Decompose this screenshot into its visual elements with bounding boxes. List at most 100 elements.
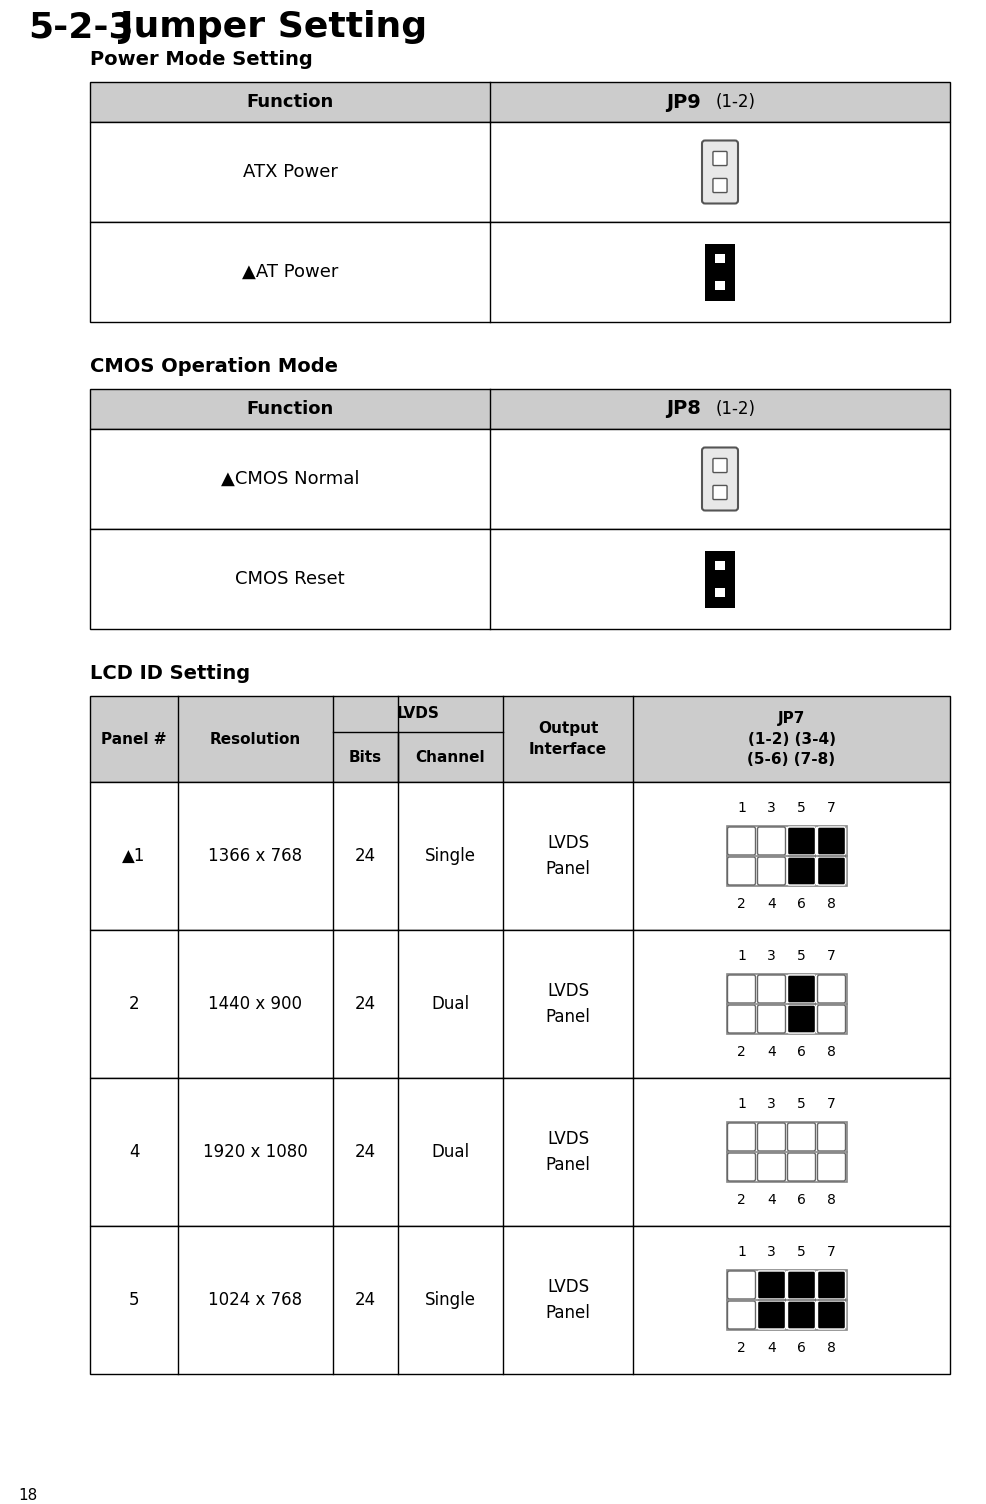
Text: CMOS Reset: CMOS Reset <box>235 570 344 588</box>
Bar <box>704 550 735 608</box>
Text: 2: 2 <box>737 1193 745 1208</box>
Text: 2: 2 <box>737 896 745 911</box>
FancyBboxPatch shape <box>701 448 738 510</box>
FancyBboxPatch shape <box>756 827 785 854</box>
Text: 1: 1 <box>737 949 745 963</box>
Text: 2: 2 <box>737 1342 745 1355</box>
Text: 5: 5 <box>797 1096 805 1111</box>
FancyBboxPatch shape <box>727 1271 754 1299</box>
Text: JP9: JP9 <box>666 93 700 111</box>
Bar <box>90 390 950 429</box>
Text: 1: 1 <box>737 802 745 815</box>
Bar <box>90 1226 950 1375</box>
Bar <box>90 1078 950 1226</box>
Text: 24: 24 <box>355 996 376 1014</box>
Text: 5: 5 <box>797 949 805 963</box>
Bar <box>714 588 724 597</box>
FancyBboxPatch shape <box>727 975 754 1003</box>
Bar <box>704 244 735 301</box>
Text: 4: 4 <box>766 1193 775 1208</box>
Text: 6: 6 <box>797 1045 806 1059</box>
FancyBboxPatch shape <box>816 827 845 854</box>
Text: LVDS
Panel: LVDS Panel <box>545 1130 590 1175</box>
FancyBboxPatch shape <box>727 1154 754 1181</box>
Text: Single: Single <box>425 1290 475 1308</box>
Text: 1366 x 768: 1366 x 768 <box>208 847 303 865</box>
FancyBboxPatch shape <box>756 1271 785 1299</box>
Text: 2: 2 <box>128 996 139 1014</box>
Text: Function: Function <box>246 93 333 111</box>
Text: 8: 8 <box>826 1193 835 1208</box>
FancyBboxPatch shape <box>756 1123 785 1151</box>
FancyBboxPatch shape <box>816 1301 845 1330</box>
Text: 24: 24 <box>355 847 376 865</box>
Text: LVDS: LVDS <box>396 707 439 722</box>
Text: 6: 6 <box>797 1193 806 1208</box>
FancyBboxPatch shape <box>787 1271 814 1299</box>
Text: 6: 6 <box>797 1342 806 1355</box>
Text: 4: 4 <box>766 896 775 911</box>
FancyBboxPatch shape <box>712 486 727 499</box>
FancyBboxPatch shape <box>756 857 785 884</box>
Text: 3: 3 <box>766 802 775 815</box>
Bar <box>90 223 950 322</box>
FancyBboxPatch shape <box>787 1123 814 1151</box>
Text: Channel: Channel <box>415 749 485 764</box>
Text: (1-2): (1-2) <box>715 400 754 418</box>
FancyBboxPatch shape <box>756 1005 785 1033</box>
Text: 1440 x 900: 1440 x 900 <box>208 996 302 1014</box>
Bar <box>714 254 724 263</box>
Text: 4: 4 <box>766 1045 775 1059</box>
Bar <box>726 975 846 1035</box>
Text: 7: 7 <box>826 949 835 963</box>
Text: 7: 7 <box>826 802 835 815</box>
Bar <box>90 696 950 782</box>
FancyBboxPatch shape <box>756 1154 785 1181</box>
Text: 7: 7 <box>826 1245 835 1259</box>
FancyBboxPatch shape <box>727 1005 754 1033</box>
Text: LVDS
Panel: LVDS Panel <box>545 833 590 878</box>
Bar <box>90 529 950 629</box>
FancyBboxPatch shape <box>816 1123 845 1151</box>
Text: LCD ID Setting: LCD ID Setting <box>90 663 249 683</box>
FancyBboxPatch shape <box>712 459 727 472</box>
Bar <box>90 782 950 929</box>
FancyBboxPatch shape <box>712 152 727 165</box>
Bar <box>756 1271 785 1330</box>
FancyBboxPatch shape <box>787 827 814 854</box>
FancyBboxPatch shape <box>727 1301 754 1330</box>
Text: CMOS Operation Mode: CMOS Operation Mode <box>90 356 337 376</box>
Text: 8: 8 <box>826 896 835 911</box>
Bar <box>787 975 814 1033</box>
Text: 18: 18 <box>18 1487 37 1502</box>
Text: 4: 4 <box>128 1143 139 1161</box>
Text: 24: 24 <box>355 1143 376 1161</box>
Text: Output
Interface: Output Interface <box>528 720 606 757</box>
FancyBboxPatch shape <box>787 857 814 884</box>
Bar <box>787 827 814 884</box>
FancyBboxPatch shape <box>816 1271 845 1299</box>
Text: 4: 4 <box>766 1342 775 1355</box>
Text: (1-2): (1-2) <box>715 93 754 111</box>
Text: Function: Function <box>246 400 333 418</box>
FancyBboxPatch shape <box>787 1005 814 1033</box>
Text: 2: 2 <box>737 1045 745 1059</box>
Bar <box>726 826 846 886</box>
Text: Power Mode Setting: Power Mode Setting <box>90 50 313 69</box>
Text: 3: 3 <box>766 949 775 963</box>
Bar <box>90 122 950 223</box>
Text: ATX Power: ATX Power <box>243 162 337 180</box>
FancyBboxPatch shape <box>787 975 814 1003</box>
Bar <box>726 1122 846 1182</box>
Bar <box>726 1269 846 1330</box>
Text: Jumper Setting: Jumper Setting <box>120 11 427 44</box>
Text: 24: 24 <box>355 1290 376 1308</box>
Bar <box>787 1271 814 1330</box>
FancyBboxPatch shape <box>816 857 845 884</box>
FancyBboxPatch shape <box>727 827 754 854</box>
Text: ▲CMOS Normal: ▲CMOS Normal <box>221 469 359 487</box>
FancyBboxPatch shape <box>701 140 738 203</box>
Text: 1920 x 1080: 1920 x 1080 <box>203 1143 308 1161</box>
FancyBboxPatch shape <box>756 1301 785 1330</box>
Bar <box>90 83 950 122</box>
